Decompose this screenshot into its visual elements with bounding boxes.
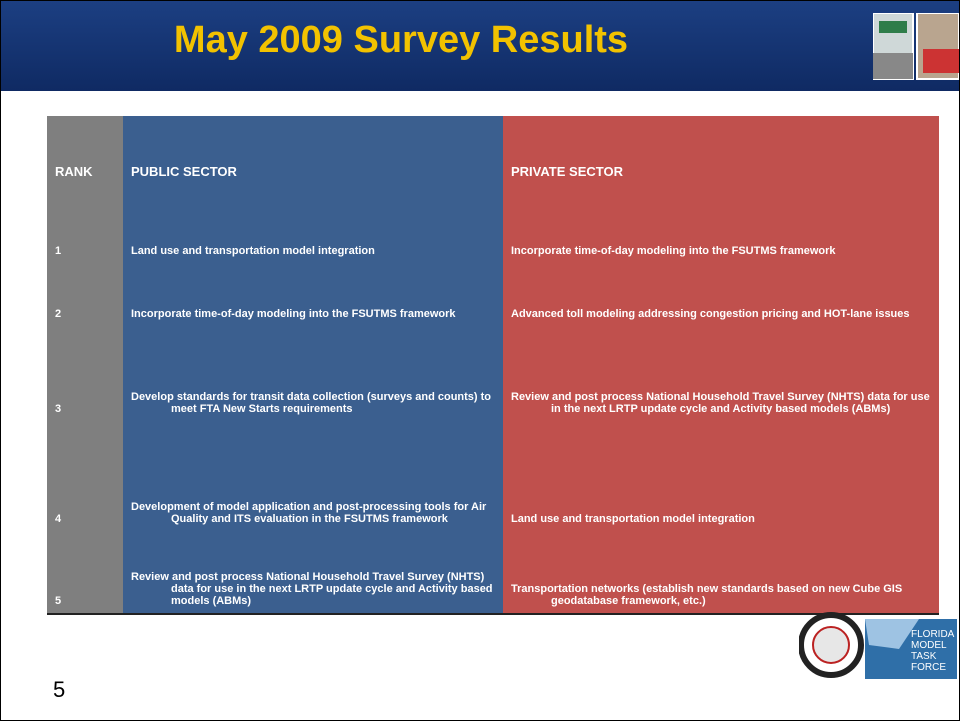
table-cell: 3	[47, 326, 123, 421]
table-cell: 1	[47, 186, 123, 263]
table-cell: Land use and transportation model integr…	[503, 421, 939, 531]
cell-text: 1	[55, 245, 62, 257]
logo-line: FLORIDA	[911, 629, 955, 640]
cell-text: PUBLIC SECTOR	[131, 164, 237, 179]
cell-text: RANK	[55, 164, 93, 179]
cell-text: 2	[55, 308, 62, 320]
header-cell: RANK	[47, 116, 123, 186]
cell-text: Development of model application and pos…	[131, 501, 487, 525]
cell-text: Review and post process National Househo…	[511, 391, 930, 415]
table-cell: 5	[47, 531, 123, 613]
table-rule	[47, 613, 939, 615]
cell-text: PRIVATE SECTOR	[511, 164, 623, 179]
cell-text: Land use and transportation model integr…	[131, 245, 375, 257]
table-cell: Incorporate time-of-day modeling into th…	[123, 263, 503, 326]
table-cell: Review and post process National Househo…	[123, 531, 503, 613]
cell-text: Advanced toll modeling addressing conges…	[511, 308, 910, 320]
logo-line: FORCE	[911, 662, 946, 673]
cell-text: 3	[55, 403, 62, 415]
header-cell: PRIVATE SECTOR	[503, 116, 939, 186]
logo-line: MODEL	[911, 640, 947, 651]
cell-text: Develop standards for transit data colle…	[131, 391, 492, 415]
header-photos	[873, 13, 959, 80]
cell-text: 5	[55, 595, 62, 607]
cell-text: Incorporate time-of-day modeling into th…	[131, 308, 456, 320]
title-bar	[1, 1, 959, 91]
slide-title: May 2009 Survey Results	[173, 19, 629, 61]
table-cell: 4	[47, 421, 123, 531]
table-cell: 2	[47, 263, 123, 326]
header-cell: PUBLIC SECTOR	[123, 116, 503, 186]
logo-line: TASK	[911, 651, 937, 662]
cell-text: 4	[55, 513, 62, 525]
table-cell: Review and post process National Househo…	[503, 326, 939, 421]
cell-text: Land use and transportation model integr…	[511, 513, 755, 525]
table-cell: Development of model application and pos…	[123, 421, 503, 531]
table-cell: Land use and transportation model integr…	[123, 186, 503, 263]
table-cell: Develop standards for transit data colle…	[123, 326, 503, 421]
cell-text: Incorporate time-of-day modeling into th…	[511, 245, 836, 257]
table-cell: Advanced toll modeling addressing conges…	[503, 263, 939, 326]
cell-text: Review and post process National Househo…	[131, 571, 493, 607]
page-number: 5	[53, 677, 66, 702]
table-cell: Transportation networks (establish new s…	[503, 531, 939, 613]
table-cell: Incorporate time-of-day modeling into th…	[503, 186, 939, 263]
cell-text: Transportation networks (establish new s…	[511, 583, 903, 607]
